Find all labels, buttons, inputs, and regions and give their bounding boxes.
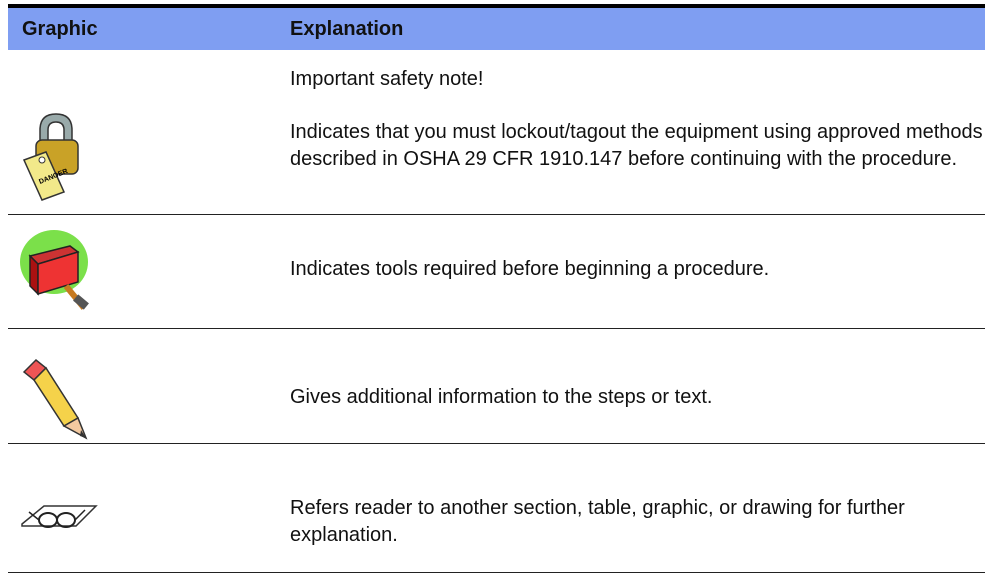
row-rule (8, 572, 985, 573)
cell: Gives additional information to the step… (290, 384, 985, 411)
row-rule (8, 443, 985, 444)
cell: Refers reader to another section, table,… (290, 495, 985, 549)
cell: Indicates that you must lockout/tagout t… (290, 119, 985, 173)
cell: Indicates tools required before beginnin… (290, 256, 985, 283)
lockout-icon: DANGER (22, 113, 79, 201)
cell: Important safety note! (290, 66, 985, 93)
paragraph: Gives additional information to the step… (290, 386, 713, 408)
toolbox-icon (20, 230, 89, 310)
row-rule (8, 214, 985, 215)
pencil-icon (22, 358, 88, 440)
header-cell: Explanation (290, 18, 404, 40)
table-top-rule (8, 4, 985, 8)
paragraph: Indicates that you must lockout/tagout t… (290, 121, 983, 170)
header-cell: Graphic (22, 18, 98, 40)
paragraph: Important safety note! (290, 68, 484, 90)
table-header: Graphic Explanation (8, 8, 985, 50)
paragraph: Indicates tools required before beginnin… (290, 258, 770, 280)
row-rule (8, 328, 985, 329)
glasses-icon (21, 505, 98, 528)
paragraph: Refers reader to another section, table,… (290, 497, 905, 546)
